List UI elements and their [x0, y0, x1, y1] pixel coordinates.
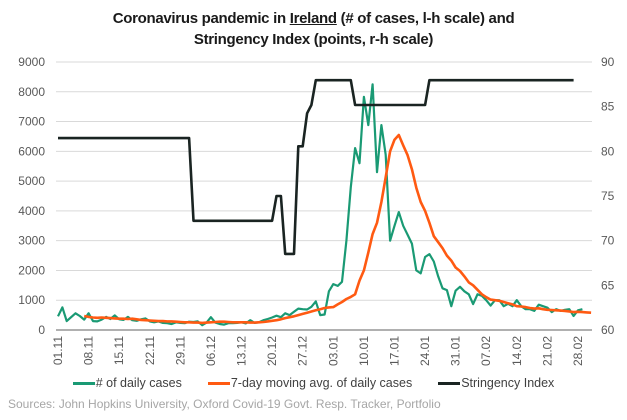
- legend-item-stringency: Stringency Index: [438, 376, 554, 390]
- y-left-tick-label: 2000: [18, 263, 45, 277]
- y-right-tick-label: 70: [601, 234, 615, 248]
- x-tick-label: 27.12: [296, 336, 310, 366]
- y-right-tick-label: 80: [601, 144, 615, 158]
- x-tick-label: 22.11: [143, 336, 157, 365]
- y-right-tick-label: 65: [601, 278, 615, 292]
- y-right-tick-label: 75: [601, 189, 615, 203]
- legend-label: # of daily cases: [95, 376, 182, 390]
- title-country: Ireland: [289, 10, 337, 27]
- series-daily-cases: [57, 83, 583, 327]
- x-tick-label: 06.12: [204, 336, 218, 366]
- x-tick-label: 21.02: [540, 336, 554, 366]
- x-tick-label: 14.02: [510, 336, 524, 366]
- x-tick-label: 29.11: [173, 336, 187, 365]
- legend-label: 7-day moving avg. of daily cases: [230, 376, 413, 390]
- legend-swatch-daily-cases: [72, 381, 95, 385]
- title-line-2: Stringency Index (points, r-h scale): [193, 31, 434, 48]
- x-tick-label: 17.01: [387, 336, 401, 366]
- x-axis: 01.11 08.11 15.11 22.11 29.11 06.12 13.12 20.12…: [51, 329, 592, 366]
- x-tick-label: 10.01: [357, 336, 371, 366]
- x-tick-label: 28.02: [571, 336, 585, 366]
- x-tick-label: 31.01: [449, 336, 463, 366]
- y-right-tick-label: 90: [601, 55, 615, 69]
- legend-label: Stringency Index: [461, 376, 555, 390]
- x-tick-label: 07.02: [479, 336, 493, 366]
- series-lines: [57, 78, 592, 327]
- x-tick-label: 24.01: [418, 336, 432, 366]
- y-left-tick-label: 3000: [18, 234, 45, 248]
- gridlines: [56, 61, 592, 301]
- series-stringency-index: [58, 78, 574, 256]
- y-right-tick-label: 85: [601, 100, 615, 114]
- y-left-tick-label: 0: [38, 323, 45, 337]
- series-moving-avg: [83, 133, 592, 325]
- legend-item-daily-cases: # of daily cases: [72, 376, 182, 390]
- chart-title: Coronavirus pandemic in Ireland (# of ca…: [0, 8, 627, 50]
- legend-swatch-moving-avg: [207, 381, 230, 385]
- y-left-tick-label: 4000: [18, 204, 45, 218]
- y-right-tick-label: 60: [601, 323, 615, 337]
- x-tick-label: 20.12: [265, 336, 279, 366]
- legend: # of daily cases 7-day moving avg. of da…: [0, 376, 627, 390]
- x-tick-label: 08.11: [82, 336, 96, 365]
- x-tick-label: 15.11: [112, 336, 126, 365]
- chart-canvas: 0 1000 2000 3000 4000 5000 6000 7000 8000 9000 60…: [18, 55, 615, 366]
- y-left-tick-label: 6000: [18, 144, 45, 158]
- title-line-1: Coronavirus pandemic in Ireland (# of ca…: [112, 10, 515, 27]
- legend-swatch-stringency: [438, 381, 461, 385]
- x-tick-label: 13.12: [235, 336, 249, 366]
- x-tick-label: 03.01: [326, 336, 340, 366]
- y-left-tick-label: 8000: [18, 85, 45, 99]
- legend-item-moving-avg: 7-day moving avg. of daily cases: [207, 376, 413, 390]
- source-note: Sources: John Hopkins University, Oxford…: [8, 397, 441, 411]
- y-left-tick-label: 9000: [18, 55, 45, 69]
- x-tick-label: 01.11: [51, 336, 65, 365]
- y-axis-left: 0 1000 2000 3000 4000 5000 6000 7000 8000 9000: [18, 55, 45, 337]
- y-left-tick-label: 7000: [18, 115, 45, 129]
- y-left-tick-label: 1000: [18, 293, 45, 307]
- y-left-tick-label: 5000: [18, 174, 45, 188]
- y-axis-right: 60 65 70 75 80 85 90: [601, 55, 615, 337]
